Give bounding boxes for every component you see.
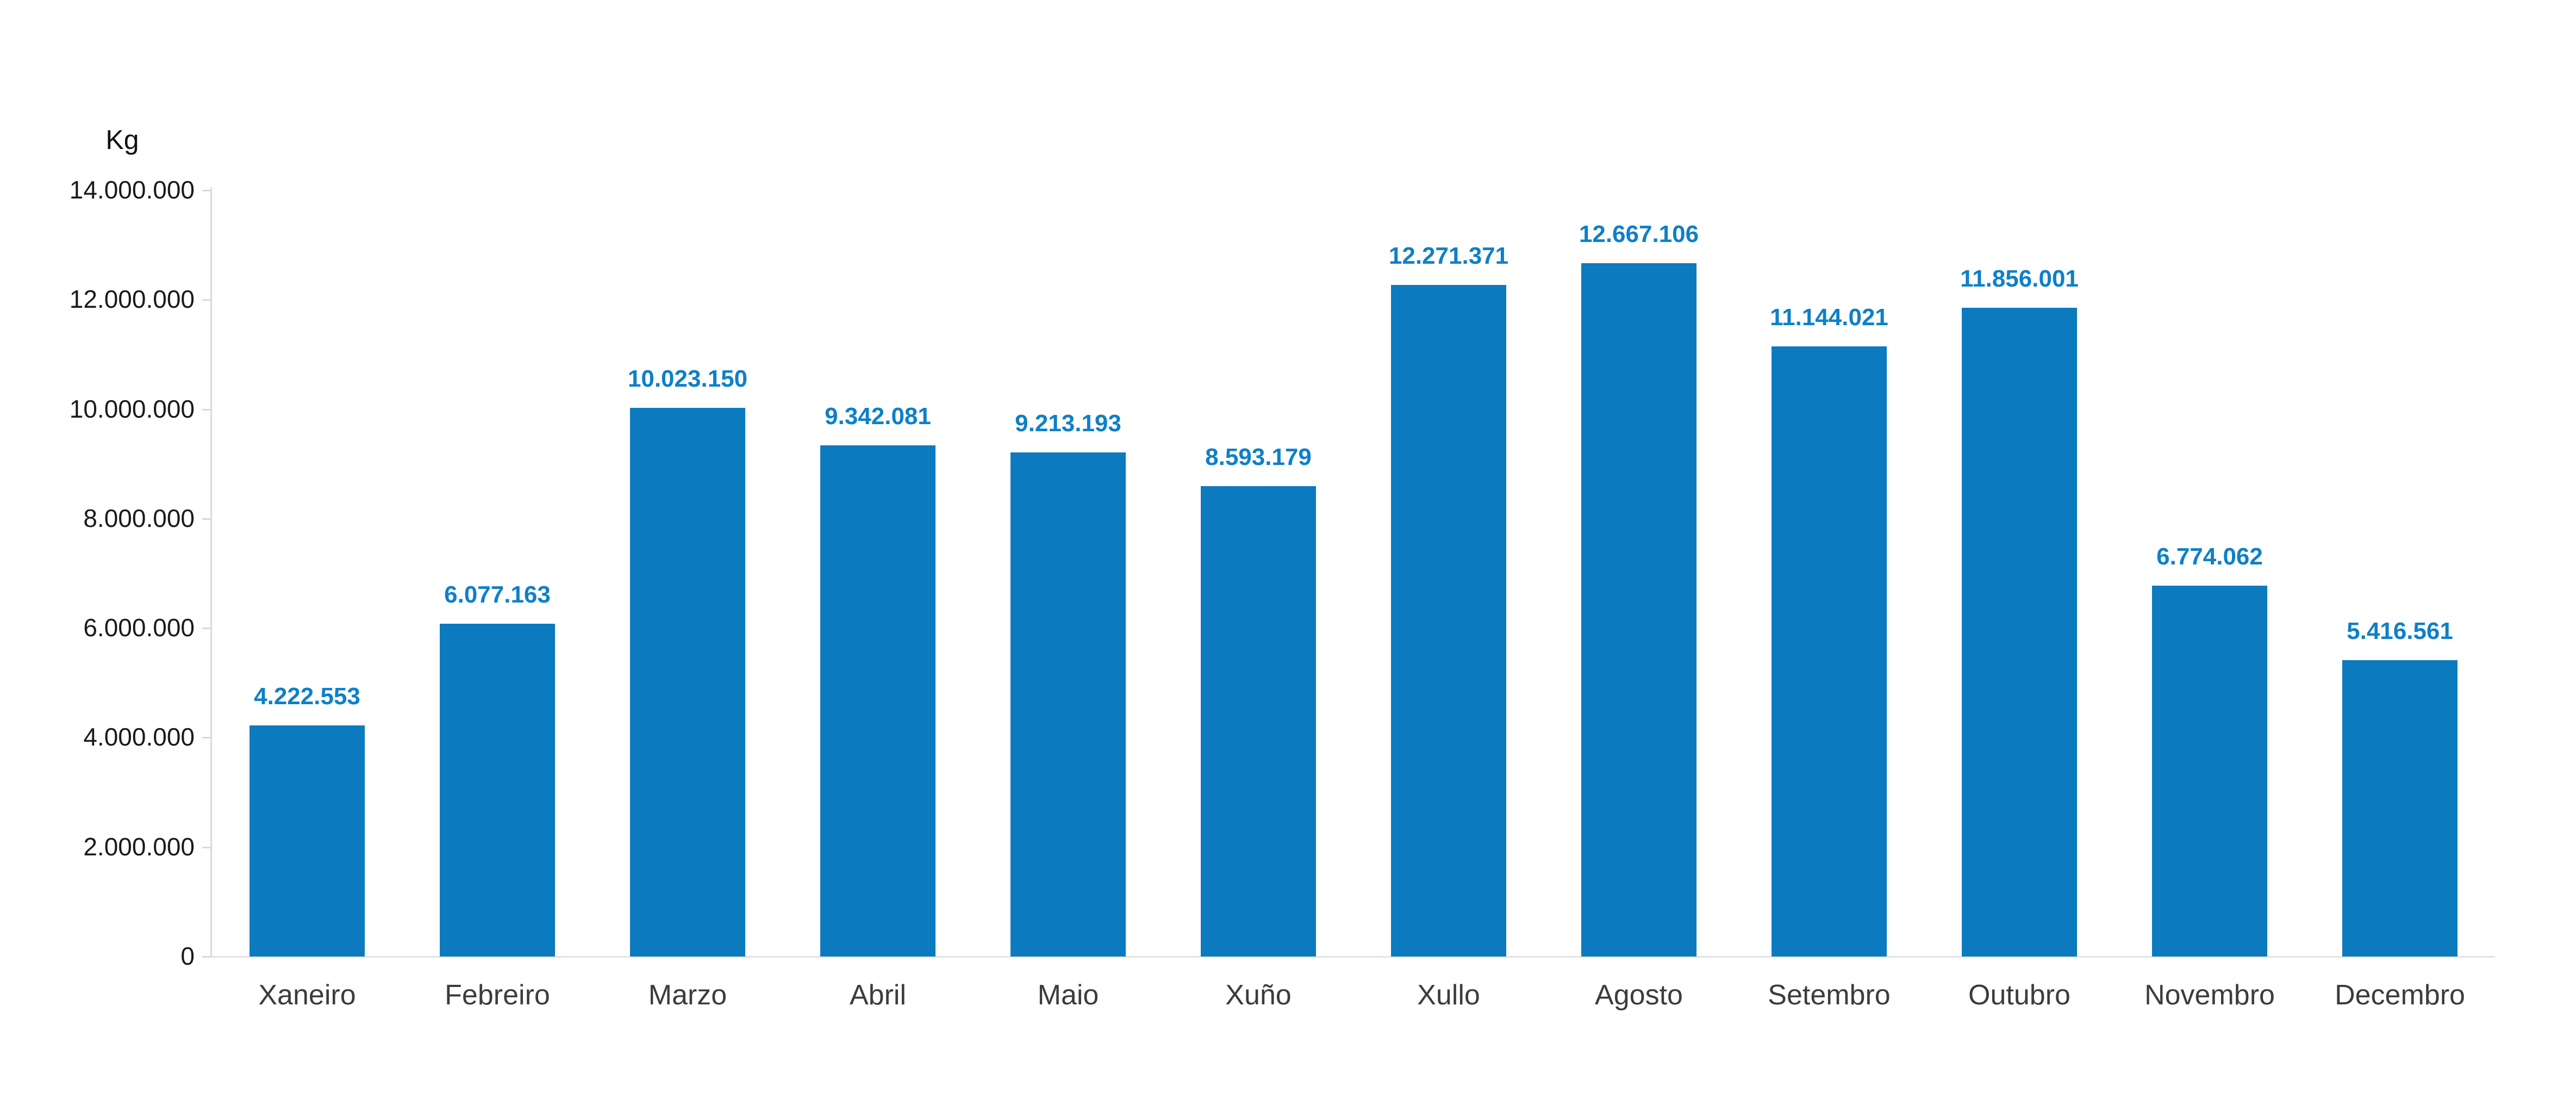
x-axis-label: Xaneiro (258, 979, 356, 1011)
bar-maio (1011, 452, 1126, 957)
y-axis-tick-label: 2.000.000 (83, 832, 195, 861)
x-axis-label: Xullo (1417, 979, 1480, 1011)
x-axis-label: Agosto (1595, 979, 1683, 1011)
bar-value-label: 9.342.081 (825, 403, 931, 430)
y-axis-tick-label: 8.000.000 (83, 504, 195, 532)
bar-xuño (1201, 486, 1316, 957)
bar-decembro (2342, 660, 2458, 957)
bar-value-label: 6.774.062 (2156, 543, 2263, 570)
bar-outubro (1962, 308, 2077, 957)
x-axis-label: Xuño (1225, 979, 1292, 1011)
x-axis-label: Novembro (2144, 979, 2275, 1011)
y-axis-tick-mark (202, 737, 211, 739)
bar-value-label: 4.222.553 (254, 683, 360, 710)
bar-value-label: 5.416.561 (2347, 618, 2453, 644)
bar-value-label: 10.023.150 (627, 365, 748, 392)
y-axis-tick-label: 4.000.000 (83, 723, 195, 752)
bar-xullo (1391, 285, 1506, 957)
bar-febreiro (440, 624, 555, 957)
bar-setembro (1772, 346, 1887, 957)
y-axis-tick-mark (202, 299, 211, 301)
x-axis-label: Marzo (648, 979, 727, 1011)
y-axis-tick-mark (202, 518, 211, 520)
x-axis-label: Abril (849, 979, 907, 1011)
bar-value-label: 8.593.179 (1205, 444, 1312, 470)
x-axis-label: Setembro (1768, 979, 1891, 1011)
bar-xaneiro (250, 725, 365, 957)
y-axis-tick-mark (202, 190, 211, 191)
y-axis-tick-label: 14.000.000 (69, 175, 195, 204)
x-axis-label: Decembro (2335, 979, 2465, 1011)
x-axis-baseline (210, 956, 2495, 958)
y-axis-tick-label: 12.000.000 (69, 285, 195, 314)
y-axis-line (210, 188, 212, 957)
y-axis-tick-label: 6.000.000 (83, 613, 195, 642)
bar-novembro (2152, 586, 2267, 957)
y-axis-tick-label: 0 (180, 941, 195, 970)
bar-value-label: 11.856.001 (1960, 265, 2079, 292)
x-axis-label: Febreiro (445, 979, 550, 1011)
bar-value-label: 11.144.021 (1770, 304, 1888, 331)
bar-value-label: 6.077.163 (444, 581, 551, 608)
bar-abril (820, 445, 935, 957)
y-axis-unit-label: Kg (105, 125, 139, 155)
bar-agosto (1581, 263, 1696, 957)
y-axis-tick-mark (202, 846, 211, 848)
y-axis-tick-mark (202, 956, 211, 958)
x-axis-label: Maio (1037, 979, 1099, 1011)
y-axis-tick-mark (202, 408, 211, 411)
y-axis-tick-mark (202, 628, 211, 630)
x-axis-label: Outubro (1968, 979, 2070, 1011)
y-axis-tick-label: 10.000.000 (69, 394, 195, 423)
bar-marzo (630, 408, 745, 957)
bar-value-label: 12.667.106 (1579, 221, 1699, 247)
bar-value-label: 9.213.193 (1015, 410, 1121, 437)
bar-value-label: 12.271.371 (1388, 243, 1509, 269)
